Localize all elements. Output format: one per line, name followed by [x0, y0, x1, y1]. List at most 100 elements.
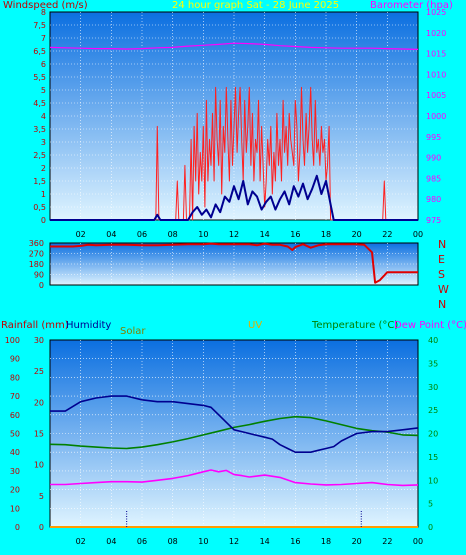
temperature-x-tick: 06 — [137, 537, 147, 546]
humidity-line — [50, 395, 419, 454]
temperature-x-tick: 02 — [76, 537, 86, 546]
barometer-y-tick: 990 — [426, 154, 441, 163]
humidity-y-tick: 70 — [10, 392, 20, 401]
wind-y-tick: 7 — [41, 34, 46, 43]
wind-x-tick: 16 — [290, 230, 300, 239]
temperature-y-tick: 25 — [428, 406, 438, 415]
humidity-y-tick: 30 — [10, 467, 20, 476]
compass-label: S — [438, 268, 445, 281]
humidity-axis-label: Humidity — [66, 320, 112, 331]
temperature-y-tick: 30 — [428, 383, 438, 392]
barometer-y-tick: 1005 — [426, 91, 446, 100]
wind-y-tick: 5,5 — [33, 73, 46, 82]
wind-y-tick: 6,5 — [33, 47, 46, 56]
temperature-x-tick: 12 — [229, 537, 239, 546]
rainfall-y-tick: 25 — [34, 367, 44, 376]
barometer-y-tick: 985 — [426, 174, 441, 183]
wind-x-tick: 04 — [106, 230, 116, 239]
temperature-line — [49, 415, 419, 450]
direction-y-tick: 180 — [29, 260, 44, 269]
wind-average-line — [50, 174, 418, 221]
compass-label: W — [438, 283, 449, 296]
barometer-y-tick: 975 — [426, 216, 441, 225]
wind-y-tick: 0,5 — [33, 203, 46, 212]
humidity-y-tick: 80 — [10, 373, 20, 382]
wind-y-tick: 1 — [41, 190, 46, 199]
barometer-y-tick: 1010 — [426, 70, 446, 79]
wind-x-tick: 10 — [198, 230, 208, 239]
direction-y-tick: 360 — [29, 239, 44, 248]
wind-x-tick: 22 — [382, 230, 392, 239]
temperature-x-tick: 08 — [168, 537, 178, 546]
temperature-y-tick: 15 — [428, 453, 438, 462]
rainfall-y-tick: 15 — [34, 430, 44, 439]
compass-label: N — [438, 238, 446, 251]
wind-y-tick: 7,5 — [33, 21, 46, 30]
barometer-y-tick: 1025 — [426, 8, 446, 17]
compass-label: N — [438, 298, 446, 311]
humidity-y-tick: 40 — [10, 448, 20, 457]
wind-direction-line — [50, 242, 418, 284]
temperature-y-tick: 5 — [428, 500, 433, 509]
wind-x-tick: 02 — [76, 230, 86, 239]
wind-y-tick: 3 — [41, 138, 46, 147]
barometer-line — [49, 42, 419, 50]
wind-x-tick: 00 — [413, 230, 423, 239]
temperature-y-tick: 35 — [428, 359, 438, 368]
windspeed-axis-label: Windspeed (m/s) — [3, 0, 88, 11]
humidity-y-tick: 100 — [5, 336, 20, 345]
temperature-y-tick: 20 — [428, 430, 438, 439]
humidity-y-tick: 0 — [15, 523, 20, 532]
wind-y-tick: 1,5 — [33, 177, 46, 186]
rainfall-axis-label: Rainfall (mm) — [1, 320, 69, 331]
humidity-y-tick: 20 — [10, 486, 20, 495]
rainfall-y-tick: 20 — [34, 398, 44, 407]
dewpoint-axis-label: Dew Point (°C) — [394, 320, 466, 331]
solar-axis-label: Solar — [120, 326, 146, 337]
humidity-y-tick: 50 — [10, 430, 20, 439]
barometer-y-tick: 980 — [426, 195, 441, 204]
direction-y-tick: 0 — [39, 281, 44, 290]
temperature-y-tick: 0 — [428, 523, 433, 532]
wind-x-tick: 18 — [321, 230, 331, 239]
humidity-y-tick: 10 — [10, 504, 20, 513]
barometer-y-tick: 1000 — [426, 112, 446, 121]
temperature-x-tick: 22 — [382, 537, 392, 546]
wind-y-tick: 6 — [41, 60, 46, 69]
wind-x-tick: 06 — [137, 230, 147, 239]
dewpoint-line — [50, 469, 419, 487]
temperature-x-tick: 18 — [321, 537, 331, 546]
wind-x-tick: 14 — [260, 230, 270, 239]
wind-y-tick: 2,5 — [33, 151, 46, 160]
compass-label: E — [438, 253, 445, 266]
temperature-axis-label: Temperature (°C) — [312, 320, 399, 331]
temperature-x-tick: 16 — [290, 537, 300, 546]
direction-y-tick: 90 — [34, 271, 44, 280]
direction-y-tick: 270 — [29, 250, 44, 259]
humidity-y-tick: 90 — [10, 355, 20, 364]
wind-y-tick: 0 — [41, 216, 46, 225]
barometer-y-tick: 1020 — [426, 29, 446, 38]
temperature-x-tick: 10 — [198, 537, 208, 546]
temperature-x-tick: 00 — [413, 537, 423, 546]
temperature-x-tick: 04 — [106, 537, 116, 546]
barometer-y-tick: 1015 — [426, 50, 446, 59]
rainfall-y-tick: 10 — [34, 461, 44, 470]
uv-axis-label: UV — [248, 320, 263, 331]
rainfall-y-tick: 30 — [34, 336, 44, 345]
wind-y-tick: 2 — [41, 164, 46, 173]
wind-x-tick: 20 — [352, 230, 362, 239]
wind-y-tick: 4 — [41, 112, 46, 121]
wind-y-tick: 3,5 — [33, 125, 46, 134]
wind-y-tick: 5 — [41, 86, 46, 95]
temperature-y-tick: 40 — [428, 336, 438, 345]
rainfall-y-tick: 0 — [39, 523, 44, 532]
wind-y-tick: 8 — [41, 8, 46, 17]
graph-title: 24 hour graph Sat - 28 June 2025 — [172, 0, 340, 11]
temperature-x-tick: 20 — [352, 537, 362, 546]
wind-x-tick: 08 — [168, 230, 178, 239]
humidity-y-tick: 60 — [10, 411, 20, 420]
barometer-axis-label: Barometer (hpa) — [370, 0, 453, 11]
rainfall-y-tick: 5 — [39, 492, 44, 501]
